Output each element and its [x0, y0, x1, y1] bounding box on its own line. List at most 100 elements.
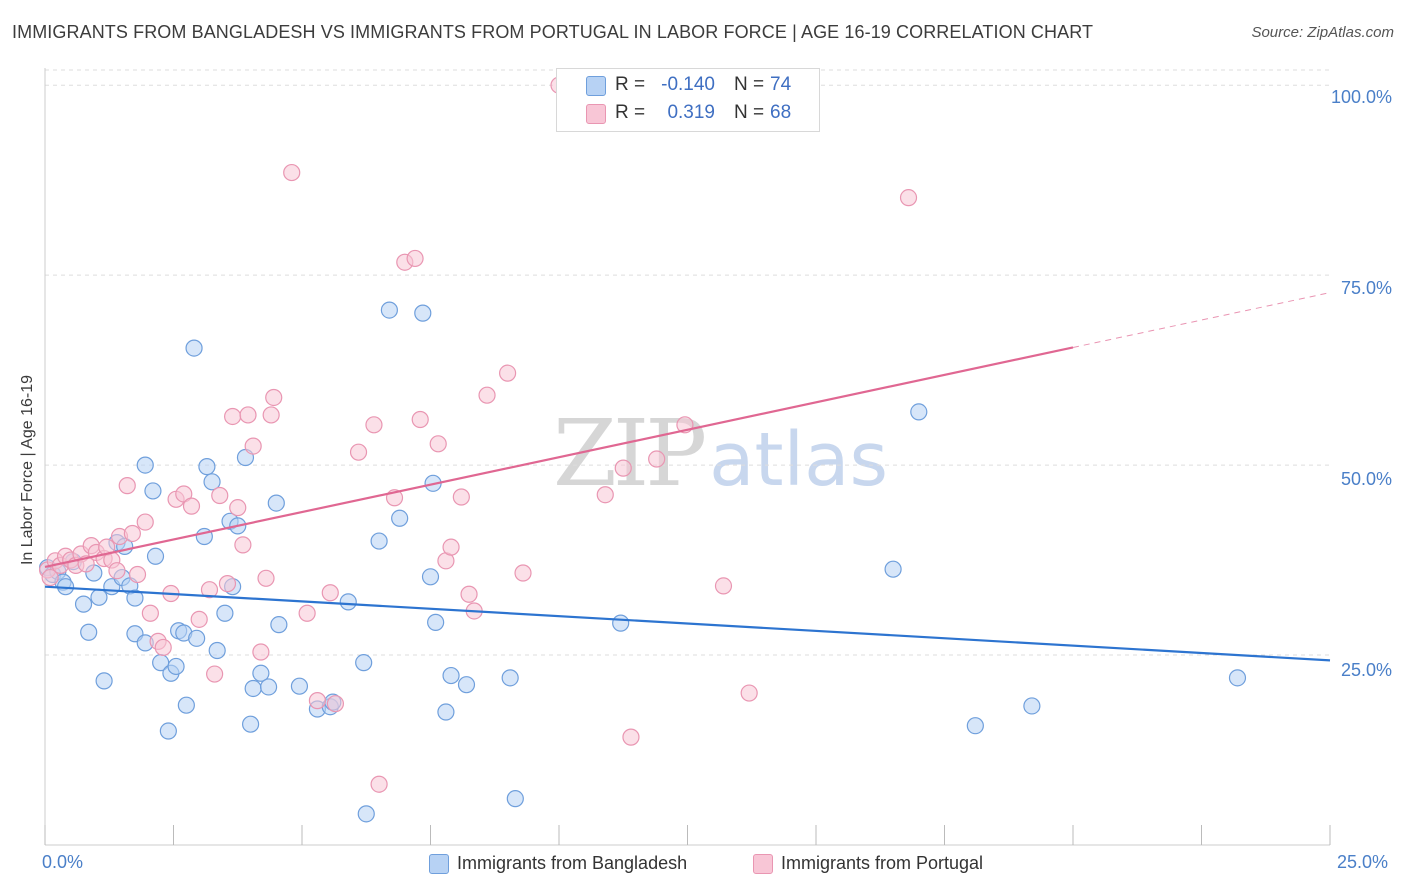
- data-point-portugal: [190, 610, 208, 628]
- data-point-bangladesh: [198, 458, 216, 476]
- data-point-bangladesh: [966, 717, 984, 735]
- data-point-portugal: [182, 497, 201, 515]
- trend-line-bangladesh: [44, 585, 1331, 662]
- legend-item-bangladesh[interactable]: Immigrants from Bangladesh: [429, 852, 729, 876]
- data-point-bangladesh: [370, 532, 388, 550]
- data-point-portugal: [648, 450, 666, 468]
- trend-line-portugal: [44, 346, 1074, 568]
- data-point-bangladesh: [159, 722, 177, 740]
- data-point-bangladesh: [270, 616, 288, 634]
- data-point-bangladesh: [95, 672, 113, 690]
- y-tick-label-75: 75.0%: [1340, 278, 1392, 298]
- stats-swatch-portugal: [586, 104, 606, 124]
- stats-n-value: 74: [770, 74, 792, 95]
- data-point-portugal: [614, 459, 632, 477]
- data-point-portugal: [218, 575, 237, 593]
- data-point-portugal: [406, 249, 424, 268]
- y-axis-title: In Labor Force | Age 16-19: [19, 374, 36, 566]
- data-point-portugal: [370, 775, 388, 793]
- data-point-portugal: [224, 407, 242, 426]
- legend-label-bangladesh: Immigrants from Bangladesh: [457, 853, 688, 873]
- watermark-atlas: atlas: [709, 417, 888, 503]
- stats-swatch-bangladesh: [586, 76, 606, 96]
- data-point-bangladesh: [506, 790, 524, 808]
- stats-r-label: R =: [615, 102, 646, 123]
- data-point-portugal: [154, 638, 172, 657]
- data-point-bangladesh: [80, 623, 98, 641]
- data-point-bangladesh: [339, 593, 357, 611]
- data-point-bangladesh: [391, 509, 409, 527]
- data-point-bangladesh: [380, 301, 398, 319]
- data-point-portugal: [136, 513, 154, 531]
- data-point-portugal: [252, 643, 270, 661]
- data-point-bangladesh: [167, 657, 185, 676]
- data-point-portugal: [244, 437, 262, 455]
- data-point-bangladesh: [910, 403, 928, 421]
- data-point-bangladesh: [442, 666, 460, 685]
- data-point-portugal: [200, 581, 219, 599]
- legend-swatch-portugal: [753, 854, 773, 874]
- stats-r-value: 0.319: [667, 102, 715, 123]
- data-point-bangladesh: [421, 568, 440, 586]
- data-point-portugal: [499, 364, 517, 382]
- data-point-portugal: [234, 536, 252, 554]
- data-point-bangladesh: [252, 664, 270, 682]
- data-point-portugal: [429, 435, 447, 453]
- data-point-portugal: [41, 568, 59, 587]
- data-point-bangladesh: [144, 482, 162, 500]
- data-point-bangladesh: [267, 494, 285, 512]
- data-point-bangladesh: [501, 669, 519, 687]
- y-tick-label-25: 25.0%: [1340, 660, 1392, 680]
- stats-n-label: N =: [734, 102, 765, 123]
- legend-label-portugal: Immigrants from Portugal: [781, 853, 984, 873]
- data-point-bangladesh: [437, 703, 455, 721]
- data-point-bangladesh: [612, 614, 630, 632]
- data-point-portugal: [596, 486, 614, 504]
- data-point-portugal: [740, 684, 758, 702]
- data-point-bangladesh: [355, 654, 373, 672]
- y-tick-label-100: 100.0%: [1330, 87, 1392, 107]
- data-point-portugal: [141, 604, 159, 622]
- stats-r-label: R =: [615, 74, 646, 95]
- data-point-portugal: [211, 486, 229, 505]
- data-point-bangladesh: [203, 473, 221, 491]
- chart-title: IMMIGRANTS FROM BANGLADESH VS IMMIGRANTS…: [12, 22, 1094, 42]
- data-point-bangladesh: [357, 805, 375, 823]
- data-point-portugal: [460, 585, 478, 603]
- data-point-portugal: [128, 565, 147, 584]
- data-point-portugal: [175, 485, 193, 503]
- data-point-bangladesh: [74, 595, 93, 613]
- data-point-portugal: [349, 443, 368, 461]
- data-point-portugal: [229, 499, 247, 517]
- data-point-portugal: [365, 416, 383, 434]
- data-point-portugal: [321, 584, 339, 602]
- x-tick-label-min: 0.0%: [42, 852, 84, 872]
- data-point-bangladesh: [290, 677, 309, 695]
- data-point-portugal: [206, 665, 224, 683]
- data-point-portugal: [265, 388, 283, 407]
- data-point-bangladesh: [242, 715, 260, 733]
- data-point-bangladesh: [1023, 697, 1041, 715]
- data-point-portugal: [257, 569, 275, 587]
- data-point-portugal: [118, 477, 136, 495]
- data-point-bangladesh: [208, 641, 226, 660]
- y-tick-label-50: 50.0%: [1340, 469, 1392, 489]
- legend-item-portugal[interactable]: Immigrants from Portugal: [753, 852, 1033, 876]
- x-tick-label-max: 25.0%: [1337, 852, 1389, 872]
- data-point-bangladesh: [414, 304, 432, 322]
- data-point-portugal: [298, 604, 316, 622]
- stats-r-value: -0.140: [661, 74, 715, 95]
- stats-n-value: 68: [770, 102, 792, 123]
- data-point-bangladesh: [1228, 669, 1247, 687]
- data-point-portugal: [262, 406, 280, 424]
- stats-row-portugal: R = 0.319 N = 68: [557, 100, 819, 128]
- data-point-portugal: [442, 538, 460, 556]
- data-point-portugal: [411, 410, 429, 429]
- legend-swatch-bangladesh: [429, 854, 449, 874]
- data-point-bangladesh: [90, 588, 108, 606]
- stats-row-bangladesh: R = -0.140 N = 74: [557, 72, 819, 100]
- chart-source: Source: ZipAtlas.com: [1251, 24, 1394, 41]
- data-point-bangladesh: [457, 676, 476, 694]
- data-point-bangladesh: [427, 613, 445, 631]
- data-point-bangladesh: [177, 696, 195, 714]
